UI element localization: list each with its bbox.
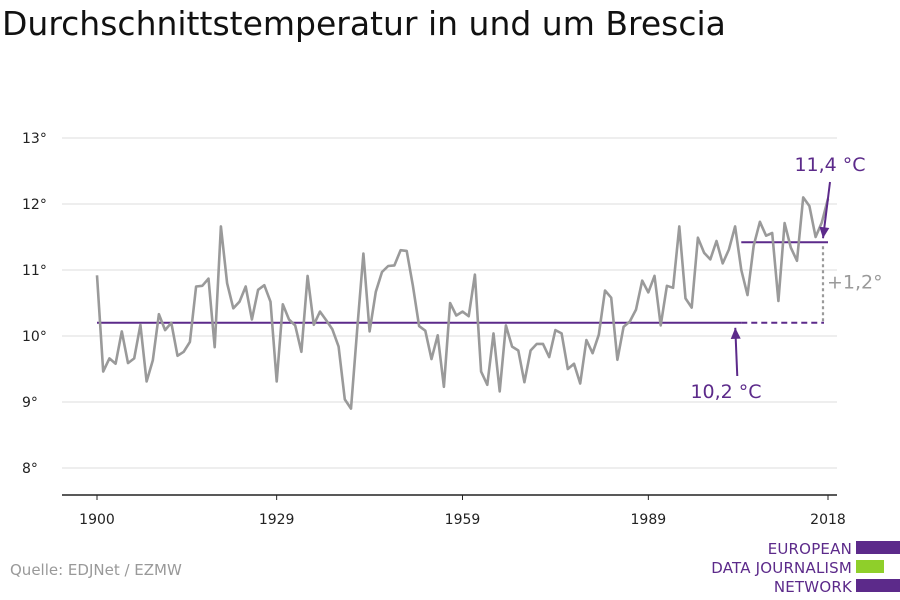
annotations: +1,2° 10,2 °C 11,4 °C bbox=[690, 154, 882, 403]
temperature-series-line bbox=[95, 196, 830, 410]
arrow-recent-average-head bbox=[819, 226, 830, 239]
x-axis: 1900 1929 1959 1989 2018 bbox=[62, 494, 846, 528]
y-tick-label-9: 9° bbox=[22, 395, 38, 411]
logo-bar-middle bbox=[856, 560, 884, 573]
logo-text-data-journalism: DATA JOURNALISM bbox=[711, 559, 852, 577]
x-tick-label-1959: 1959 bbox=[445, 512, 481, 528]
long-term-average-label: 10,2 °C bbox=[690, 381, 761, 403]
recent-average-label: 11,4 °C bbox=[794, 154, 865, 176]
source-note: Quelle: EDJNet / EZMW bbox=[10, 561, 182, 579]
logo-bar-top bbox=[856, 541, 900, 554]
y-tick-label-8: 8° bbox=[22, 461, 38, 477]
chart-title: Durchschnittstemperatur in und um Bresci… bbox=[2, 4, 726, 43]
x-tick-label-2018: 2018 bbox=[810, 512, 846, 528]
x-tick-label-1989: 1989 bbox=[631, 512, 667, 528]
y-tick-label-12: 12° bbox=[22, 197, 47, 213]
x-tick-label-1929: 1929 bbox=[259, 512, 295, 528]
logo-text-european: EUROPEAN bbox=[767, 540, 852, 558]
logo-bar-bottom bbox=[856, 579, 900, 592]
series-layer bbox=[95, 196, 830, 410]
logo-text-network: NETWORK bbox=[773, 578, 852, 596]
y-tick-label-10: 10° bbox=[22, 329, 47, 345]
y-tick-label-11: 11° bbox=[22, 263, 47, 279]
y-tick-label-13: 13° bbox=[22, 131, 47, 147]
difference-label: +1,2° bbox=[827, 272, 883, 294]
edjnet-logo[interactable]: EUROPEAN DATA JOURNALISM NETWORK bbox=[700, 540, 900, 598]
x-tick-label-1900: 1900 bbox=[79, 512, 115, 528]
y-axis-tick-labels: 8° 9° 10° 11° 12° 13° bbox=[22, 131, 47, 477]
arrow-long-term-average-head bbox=[730, 327, 741, 339]
